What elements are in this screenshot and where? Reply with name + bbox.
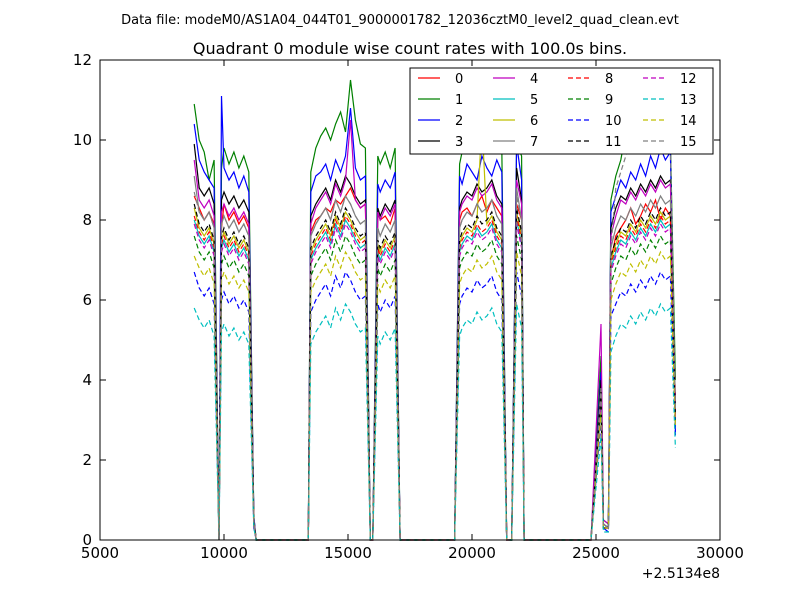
suptitle: Data file: modeM0/AS1A04_044T01_90000017… (121, 13, 679, 28)
legend-label-11: 11 (605, 135, 622, 150)
legend-label-6: 6 (530, 114, 538, 129)
legend-label-2: 2 (455, 114, 463, 129)
legend-label-7: 7 (530, 135, 538, 150)
series-line-15 (193, 126, 676, 541)
y-tick-label: 12 (73, 51, 92, 69)
legend-label-13: 13 (680, 93, 697, 108)
legend-label-8: 8 (605, 72, 613, 87)
y-tick-label: 10 (73, 131, 92, 149)
x-tick-label: 30000 (696, 544, 744, 562)
legend-label-5: 5 (530, 93, 538, 108)
x-tick-label: 5000 (81, 544, 119, 562)
y-tick-label: 6 (82, 291, 92, 309)
x-tick-label: 10000 (200, 544, 248, 562)
legend-label-1: 1 (455, 93, 463, 108)
legend-label-3: 3 (455, 135, 463, 150)
legend-label-9: 9 (605, 93, 613, 108)
legend-label-12: 12 (680, 72, 697, 87)
x-tick-label: 25000 (572, 544, 620, 562)
y-tick-label: 8 (82, 211, 92, 229)
legend-label-4: 4 (530, 72, 538, 87)
legend-label-14: 14 (680, 114, 697, 129)
legend-label-10: 10 (605, 114, 622, 129)
x-offset-label: +2.5134e8 (642, 566, 720, 582)
legend-frame (409, 67, 714, 155)
y-tick-label: 2 (82, 451, 92, 469)
legend-label-0: 0 (455, 72, 463, 87)
legend-label-15: 15 (680, 135, 697, 150)
chart-title: Quadrant 0 module wise count rates with … (193, 39, 627, 58)
y-tick-label: 0 (82, 531, 92, 549)
x-tick-label: 20000 (448, 544, 496, 562)
x-tick-label: 15000 (324, 544, 372, 562)
y-tick-label: 4 (82, 371, 92, 389)
